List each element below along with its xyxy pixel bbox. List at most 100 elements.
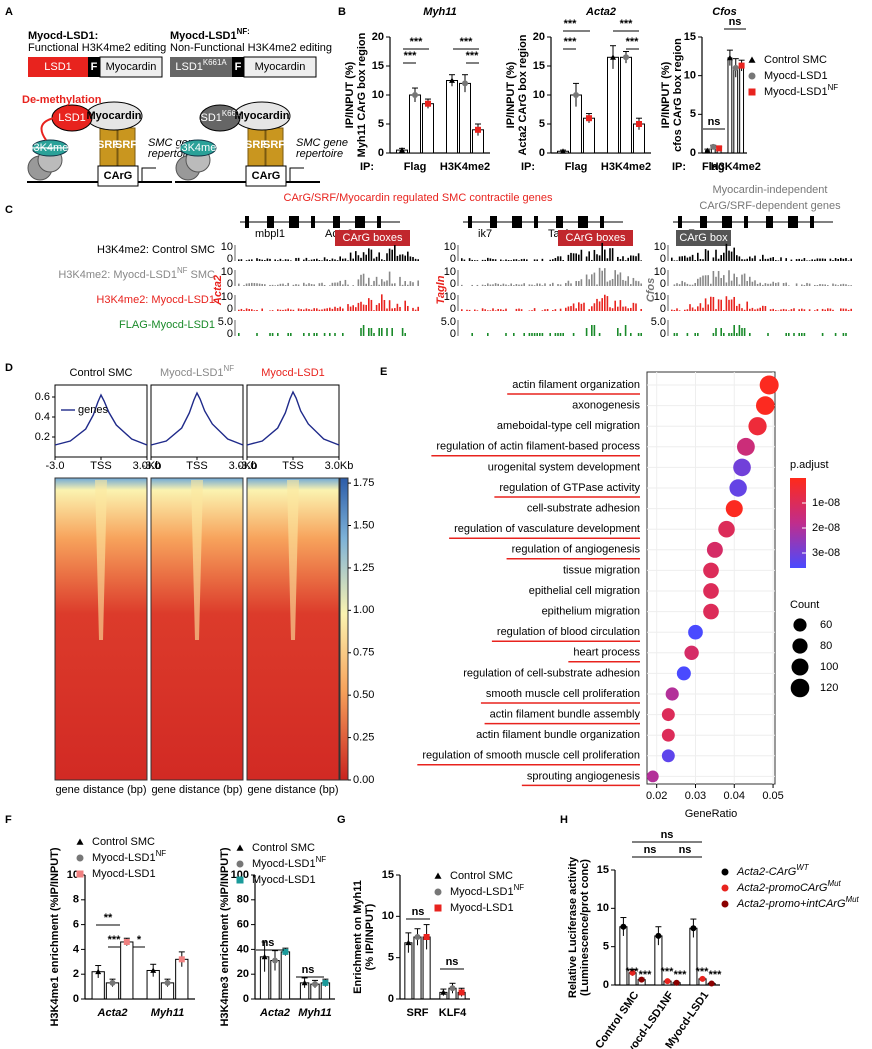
annotation: *** <box>466 50 480 62</box>
legend-label-main: Acta2-CArG <box>736 866 797 878</box>
track-bar <box>795 283 798 286</box>
track-bar <box>549 284 551 286</box>
h3k4me2 <box>31 139 69 157</box>
diagram-label: H3K4me2 <box>174 142 223 154</box>
track-bar <box>754 255 756 261</box>
exon <box>700 216 707 228</box>
x-axis-label: gene distance (bp) <box>247 784 338 796</box>
term-label: ameboidal-type cell migration <box>497 420 640 432</box>
legend-label: Myocd-LSD1NF <box>450 883 524 898</box>
track-bar <box>310 259 313 261</box>
track-bar <box>671 309 673 311</box>
h3k4me2 <box>179 139 217 157</box>
track-bar <box>624 260 627 261</box>
track-bar <box>528 310 531 311</box>
track-bar <box>544 309 546 311</box>
dot <box>665 687 679 701</box>
track-bar <box>712 257 715 261</box>
mean-marker <box>610 54 616 60</box>
track-bar <box>381 259 383 261</box>
track-bar <box>596 284 598 286</box>
mean-marker <box>475 126 481 133</box>
y-axis-label: Enrichment on Myh11 <box>352 880 364 994</box>
track-bar <box>386 328 388 336</box>
colorbar <box>339 477 349 781</box>
track-bar <box>549 259 551 261</box>
track-bar <box>640 283 642 286</box>
track-bar <box>591 274 593 286</box>
track-bar <box>552 282 554 286</box>
profile-title-sup: NF <box>224 364 235 373</box>
track-bar <box>554 333 557 336</box>
track-bar <box>394 245 396 261</box>
dot <box>718 520 735 538</box>
track-bar <box>733 296 735 311</box>
track-bar <box>583 302 585 311</box>
term-label: regulation of GTPase activity <box>499 482 640 494</box>
annotation: *** <box>620 18 634 30</box>
track-bar <box>801 308 803 311</box>
track-bar <box>777 260 780 261</box>
track-bar <box>622 256 624 261</box>
track-bar <box>730 251 733 261</box>
track-bar <box>515 284 518 286</box>
size-legend-dot <box>793 618 807 632</box>
track-bar <box>632 277 635 286</box>
track-bar <box>775 282 777 286</box>
exon <box>512 216 522 228</box>
track-bar <box>492 259 494 261</box>
track-bar <box>704 249 707 261</box>
track-bar <box>575 280 577 286</box>
track-bar <box>588 309 590 311</box>
track-bar <box>808 283 811 286</box>
track-bar <box>378 284 380 286</box>
y-tick-label: 80 <box>237 894 249 906</box>
track-bar <box>349 306 352 311</box>
mean-marker <box>664 978 671 985</box>
y-tick-label: 15 <box>533 60 545 72</box>
arrow <box>289 167 304 182</box>
exon <box>311 216 315 228</box>
track-bar <box>814 310 816 311</box>
track-bar <box>303 333 305 336</box>
y-tick-label: 0.2 <box>35 431 50 443</box>
track-bar <box>407 251 409 261</box>
track-bar <box>388 300 391 311</box>
term-label: regulation of vasculature development <box>454 523 640 535</box>
track-bar <box>238 283 240 286</box>
track-bar <box>557 284 559 286</box>
track-bar <box>814 259 816 261</box>
exon <box>788 216 798 228</box>
mean-marker <box>708 980 715 987</box>
track-bar <box>606 281 609 286</box>
track-bar <box>746 281 748 286</box>
track-bar <box>557 333 559 336</box>
y-tick-label: 0 <box>603 979 609 991</box>
legend-label-main: Acta2-promoCArG <box>736 882 828 894</box>
y-tick-label: 10 <box>684 70 696 82</box>
track-bar <box>383 281 386 286</box>
track-bar <box>780 309 782 311</box>
track-bar <box>492 284 494 286</box>
annotation: *** <box>709 969 723 981</box>
track-bar <box>378 252 380 261</box>
track-bar <box>808 309 811 311</box>
track-scale: 10 <box>444 291 456 303</box>
dot <box>646 770 659 783</box>
mean-marker <box>655 932 662 939</box>
y-tick-label: 15 <box>684 31 696 43</box>
track-bar <box>733 247 735 261</box>
track-bar <box>710 296 712 311</box>
track-bar <box>494 259 497 261</box>
track-bar <box>362 273 365 286</box>
track-scale: 10 <box>221 266 233 278</box>
mean-marker <box>261 953 268 960</box>
legend-label-main: Myocd-LSD1 <box>764 86 828 98</box>
track-bar <box>676 283 678 286</box>
track-bar <box>630 255 632 261</box>
track-bar <box>344 279 347 286</box>
x-tick-label: Acta2 <box>259 1007 290 1019</box>
annotation: * <box>137 934 142 946</box>
track-bar <box>617 328 619 336</box>
track-bar <box>593 325 596 336</box>
